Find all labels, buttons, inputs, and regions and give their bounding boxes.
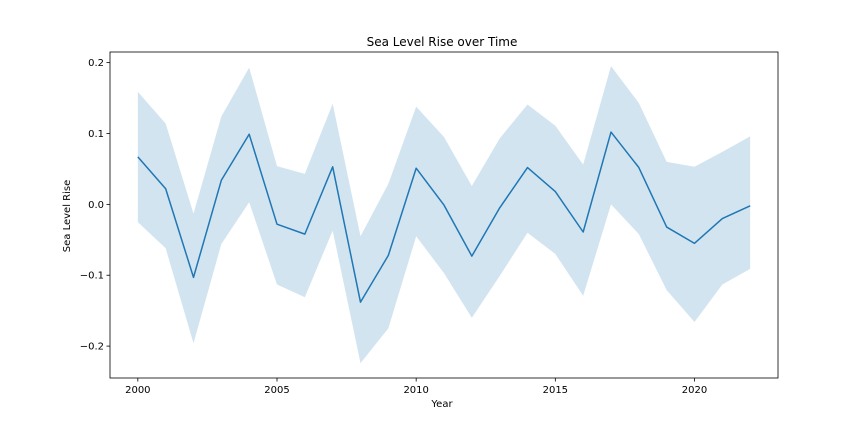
y-tick-label-1: −0.1 — [80, 271, 104, 282]
y-tick-label-4: 0.2 — [88, 58, 104, 69]
x-tick-label-2005: 2005 — [264, 385, 289, 396]
y-axis-label: Sea Level Rise — [62, 180, 73, 252]
x-tick-label-2015: 2015 — [543, 385, 568, 396]
y-tick-label-2: 0.0 — [88, 200, 104, 211]
x-tick-label-2010: 2010 — [403, 385, 428, 396]
x-tick-label-2020: 2020 — [682, 385, 707, 396]
x-tick-label-2000: 2000 — [125, 385, 150, 396]
plot-frame — [109, 51, 779, 379]
x-axis: 2000 2005 2010 2015 2020 — [125, 378, 707, 396]
y-tick-label-0: −0.2 — [80, 342, 104, 353]
x-axis-label: Year — [430, 399, 453, 410]
y-tick-label-3: 0.1 — [88, 129, 104, 140]
chart-title: Sea Level Rise over Time — [367, 35, 518, 49]
plot-area — [137, 66, 751, 364]
confidence-band — [137, 66, 751, 364]
y-axis: −0.2 −0.1 0.0 0.1 0.2 — [80, 58, 110, 353]
